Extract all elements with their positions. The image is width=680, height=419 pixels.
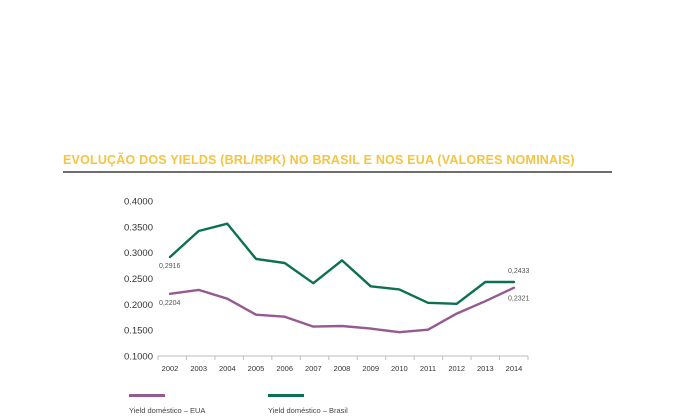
data-point: [455, 303, 458, 305]
data-point: [197, 289, 200, 291]
x-tick-label: 2007: [305, 364, 322, 373]
legend-swatch-brasil: [268, 394, 304, 397]
end-data-label: 0,2321: [508, 296, 530, 303]
start-data-label: 0,2204: [159, 300, 181, 307]
end-data-label: 0,2433: [508, 268, 530, 275]
x-tick-label: 2011: [420, 364, 436, 373]
data-point: [484, 281, 487, 283]
data-point: [255, 313, 257, 316]
data-point: [341, 325, 343, 327]
x-tick-label: 2009: [362, 364, 379, 373]
y-tick-label: 0.3500: [124, 222, 153, 233]
data-point: [341, 259, 343, 262]
x-tick-label: 2008: [334, 364, 351, 373]
data-point: [513, 281, 515, 283]
series-lines: [168, 222, 516, 334]
data-point: [283, 262, 286, 264]
x-tick-label: 2002: [162, 364, 179, 373]
series-line-brasil: [168, 222, 516, 305]
x-tick-label: 2014: [506, 364, 523, 373]
data-labels: 0,2204 0,2321 0,2916 0,2433: [159, 263, 530, 307]
data-point: [312, 282, 315, 284]
y-tick-label: 0.4000: [124, 197, 153, 208]
data-point: [312, 325, 315, 328]
x-tick-label: 2003: [190, 364, 207, 373]
data-point: [398, 331, 401, 334]
y-tick-label: 0.1500: [124, 326, 153, 337]
y-tick-label: 0.2000: [124, 300, 153, 311]
legend-label-brasil: Yield doméstico – Brasil: [268, 406, 348, 415]
data-point: [255, 258, 257, 260]
data-point: [455, 312, 458, 315]
legend-swatch-eua: [129, 394, 165, 397]
x-tick-label: 2013: [477, 364, 494, 373]
title-rule: [63, 171, 612, 173]
x-tick-label: 2004: [219, 364, 236, 373]
x-axis: 2002 2003 2004 2005 2006 2007 2008 2009 2010 2011…: [157, 355, 529, 373]
data-point: [369, 285, 372, 288]
data-point: [484, 300, 487, 303]
start-data-label: 0,2916: [159, 263, 181, 270]
chart-title: EVOLUÇÃO DOS YIELDS (BRL/RPK) NO BRASIL …: [63, 153, 575, 167]
legend-item-brasil: Yield doméstico – Brasil: [268, 394, 348, 415]
y-axis: 0.1000 0.1500 0.2000 0.2500 0.3000 0.3500 0.40…: [124, 197, 153, 363]
x-tick-label: 2012: [448, 364, 465, 373]
data-point: [369, 327, 372, 330]
data-point: [427, 328, 429, 331]
data-point: [398, 288, 401, 291]
y-tick-label: 0.1000: [124, 352, 153, 363]
data-point: [169, 256, 171, 258]
legend-label-eua: Yield doméstico – EUA: [129, 406, 206, 415]
y-tick-label: 0.2500: [124, 274, 153, 285]
legend-item-eua: Yield doméstico – EUA: [129, 394, 205, 415]
data-point: [197, 230, 200, 232]
data-point: [226, 297, 229, 300]
x-tick-label: 2005: [248, 364, 265, 373]
data-point: [283, 315, 286, 318]
data-point: [226, 222, 229, 225]
x-tick-label: 2010: [391, 364, 408, 373]
data-point: [427, 301, 429, 304]
data-point: [513, 286, 515, 289]
data-point: [169, 292, 171, 295]
x-tick-label: 2006: [276, 364, 293, 373]
y-tick-label: 0.3000: [124, 248, 153, 259]
